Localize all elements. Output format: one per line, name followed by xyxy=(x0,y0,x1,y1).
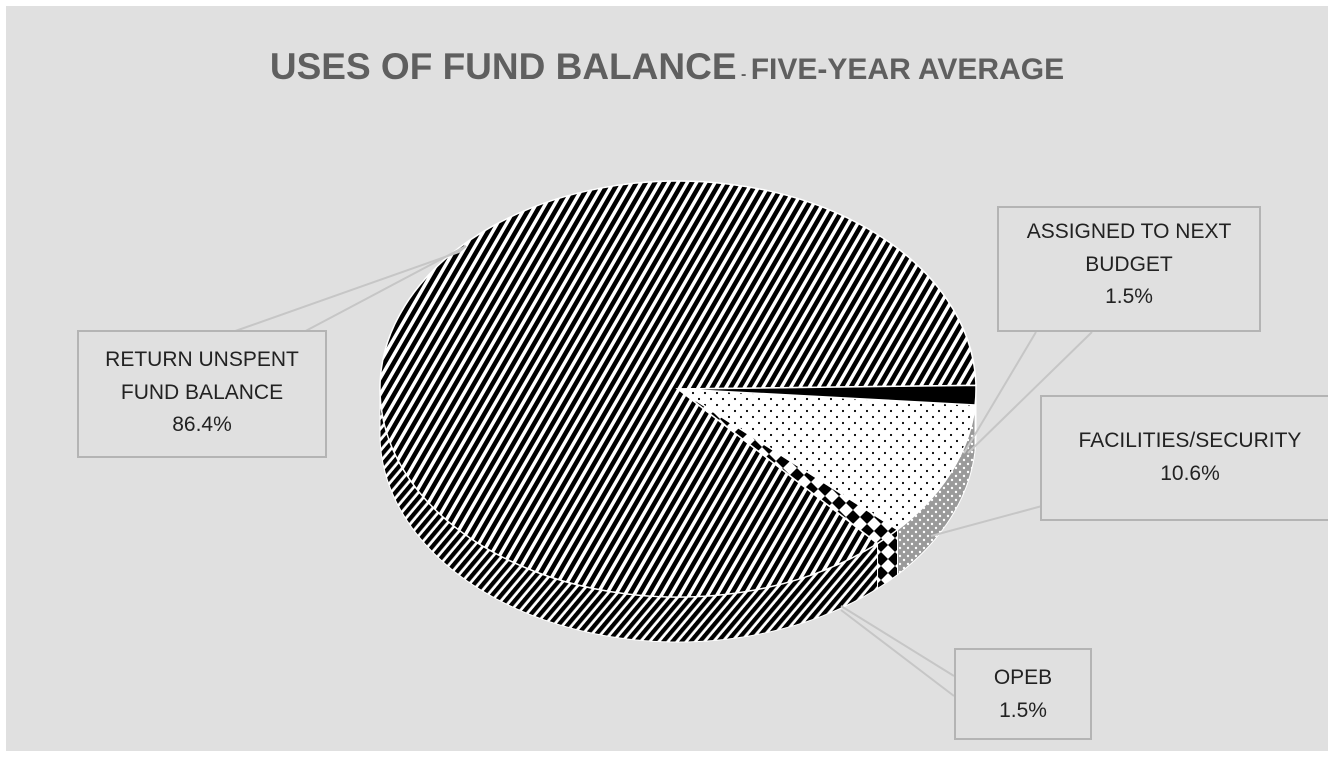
leader-assigned-to-next-budget-2 xyxy=(963,331,1037,454)
slice-value-label: 1.5% xyxy=(999,698,1047,722)
leader-lines xyxy=(223,245,1093,697)
slice-value-label: 1.5% xyxy=(1105,285,1153,309)
leader-opeb-2 xyxy=(840,609,955,697)
pie-chart xyxy=(223,180,1093,697)
slice-value-label: 10.6% xyxy=(1160,461,1220,485)
callout-assigned-to-next-budget: ASSIGNED TO NEXT BUDGET 1.5% xyxy=(997,206,1261,332)
slice-label: OPEB xyxy=(993,666,1053,689)
slice-value-label: 86.4% xyxy=(172,413,232,437)
leader-opeb xyxy=(840,605,955,677)
leader-assigned-to-next-budget xyxy=(967,331,1093,454)
leader-facilities-security xyxy=(930,505,1043,537)
pie-slice-opeb xyxy=(677,384,977,406)
slice-label: ASSIGNED TO NEXT BUDGET xyxy=(1026,220,1232,276)
chart-title-main: USES OF FUND BALANCE xyxy=(269,46,737,87)
slice-label: RETURN UNSPENT FUND BALANCE xyxy=(105,348,299,404)
chart-title-separator: - xyxy=(740,66,747,83)
slice-label: FACILITIES/SECURITY xyxy=(1078,429,1302,452)
pie-slice-facilities-security xyxy=(675,388,976,531)
callout-return-unspent-fund-balance: RETURN UNSPENT FUND BALANCE 86.4% xyxy=(77,330,327,458)
chart-title: USES OF FUND BALANCE - FIVE-YEAR AVERAGE xyxy=(6,46,1328,88)
leader-return-unspent-fund-balance-2 xyxy=(297,245,467,336)
callout-opeb: OPEB 1.5% xyxy=(954,648,1092,740)
chart-area: USES OF FUND BALANCE - FIVE-YEAR AVERAGE xyxy=(6,6,1328,751)
pie-slices xyxy=(379,180,977,598)
chart-subtitle: FIVE-YEAR AVERAGE xyxy=(750,53,1065,86)
callout-facilities-security: FACILITIES/SECURITY 10.6% xyxy=(1040,395,1328,521)
